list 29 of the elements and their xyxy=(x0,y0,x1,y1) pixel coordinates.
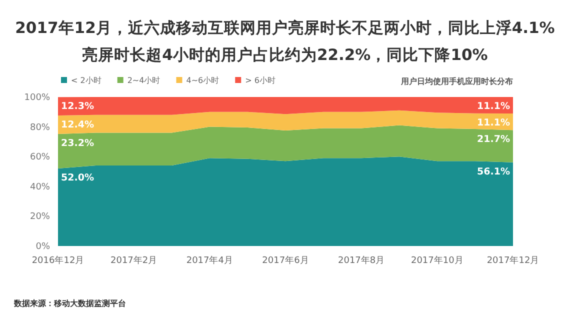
legend-label: 2~4小时 xyxy=(127,76,160,85)
x-tick-label: 2017年10月 xyxy=(410,255,464,266)
x-tick-label: 2017年12月 xyxy=(486,255,540,266)
data-label: 21.7% xyxy=(477,134,510,146)
y-tick-label: 60% xyxy=(30,152,50,163)
data-label: 12.4% xyxy=(61,119,94,130)
legend-label: > 6小时 xyxy=(245,76,276,85)
data-label: 52.0% xyxy=(61,172,94,184)
data-label: 56.1% xyxy=(477,166,510,178)
data-label: 12.3% xyxy=(61,101,94,112)
x-tick-label: 2016年12月 xyxy=(32,255,84,266)
chart-subtitle: 亮屏时长超4小时的用户占比约为22.2%，同比下降10% xyxy=(81,45,488,64)
y-tick-label: 20% xyxy=(30,212,50,222)
y-tick-label: 100% xyxy=(24,93,50,103)
x-tick-label: 2017年6月 xyxy=(262,255,309,266)
x-tick-label: 2017年2月 xyxy=(110,255,158,266)
data-label: 11.1% xyxy=(477,101,510,112)
x-tick-label: 2017年8月 xyxy=(338,255,385,266)
y-tick-label: 40% xyxy=(30,182,50,192)
source-note: 数据来源：移动大数据监测平台 xyxy=(13,299,126,308)
data-label: 23.2% xyxy=(61,138,94,149)
data-label: 11.1% xyxy=(477,118,510,129)
chart-title: 2017年12月，近六成移动互联网用户亮屏时长不足两小时，同比上浮4.1% xyxy=(15,18,556,37)
text: 用户日均使用手机应用时长分布 xyxy=(400,76,513,86)
y-tick-label: 0% xyxy=(36,242,50,252)
legend-label: 4~6小时 xyxy=(186,76,220,85)
legend-label: < 2小时 xyxy=(71,76,102,85)
x-tick-label: 2017年4月 xyxy=(186,255,233,266)
y-tick-label: 80% xyxy=(30,122,50,133)
